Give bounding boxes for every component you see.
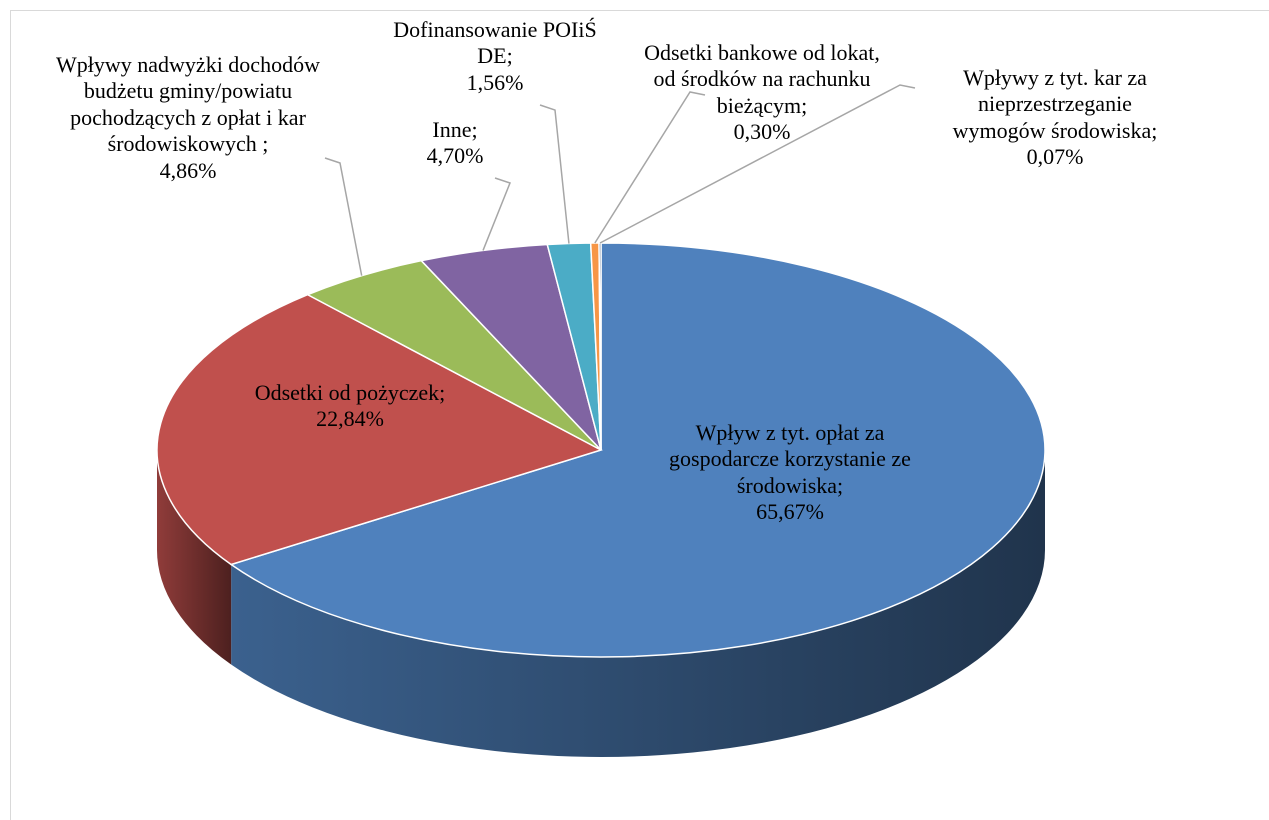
data-label: Wpływy z tyt. kar za nieprzestrzeganie w… [935,65,1175,171]
data-label: Inne; 4,70% [405,117,505,170]
label-value: 4,70% [426,143,484,169]
label-value: 0,07% [1026,144,1084,170]
slice [229,242,1046,658]
label-value: 65,67% [756,499,824,525]
data-label: Odsetki bankowe od lokat, od środków na … [637,40,887,146]
data-label: Dofinansowanie POIiŚ DE; 1,56% [390,17,600,96]
label-value: 0,30% [733,119,791,145]
data-label: Wpływ z tyt. opłat za gospodarcze korzys… [660,420,920,526]
label-value: 4,86% [159,157,217,183]
leader-line [324,157,363,276]
label-category: Wpływy nadwyżki dochodów budżetu gminy/p… [56,52,320,157]
leader-line [539,104,570,244]
leader-line [594,91,706,244]
leader-line [482,177,511,251]
label-category: Dofinansowanie POIiŚ DE; [393,17,597,69]
data-label: Wpływy nadwyżki dochodów budżetu gminy/p… [53,52,323,184]
slice [156,293,603,566]
label-category: Wpływ z tyt. opłat za gospodarcze korzys… [669,420,911,498]
label-category: Wpływy z tyt. kar za nieprzestrzeganie w… [952,65,1158,143]
slice-side [231,450,1045,758]
data-label: Odsetki od pożyczek; 22,84% [220,380,480,433]
slice-side [157,450,232,665]
label-value: 1,56% [466,69,524,95]
label-category: Odsetki od pożyczek; [254,380,446,405]
label-value: 22,84% [316,406,384,432]
label-category: Inne; [432,117,478,142]
chart-frame [10,10,1269,820]
leader-line [599,84,916,244]
label-category: Odsetki bankowe od lokat, od środków na … [644,40,880,118]
